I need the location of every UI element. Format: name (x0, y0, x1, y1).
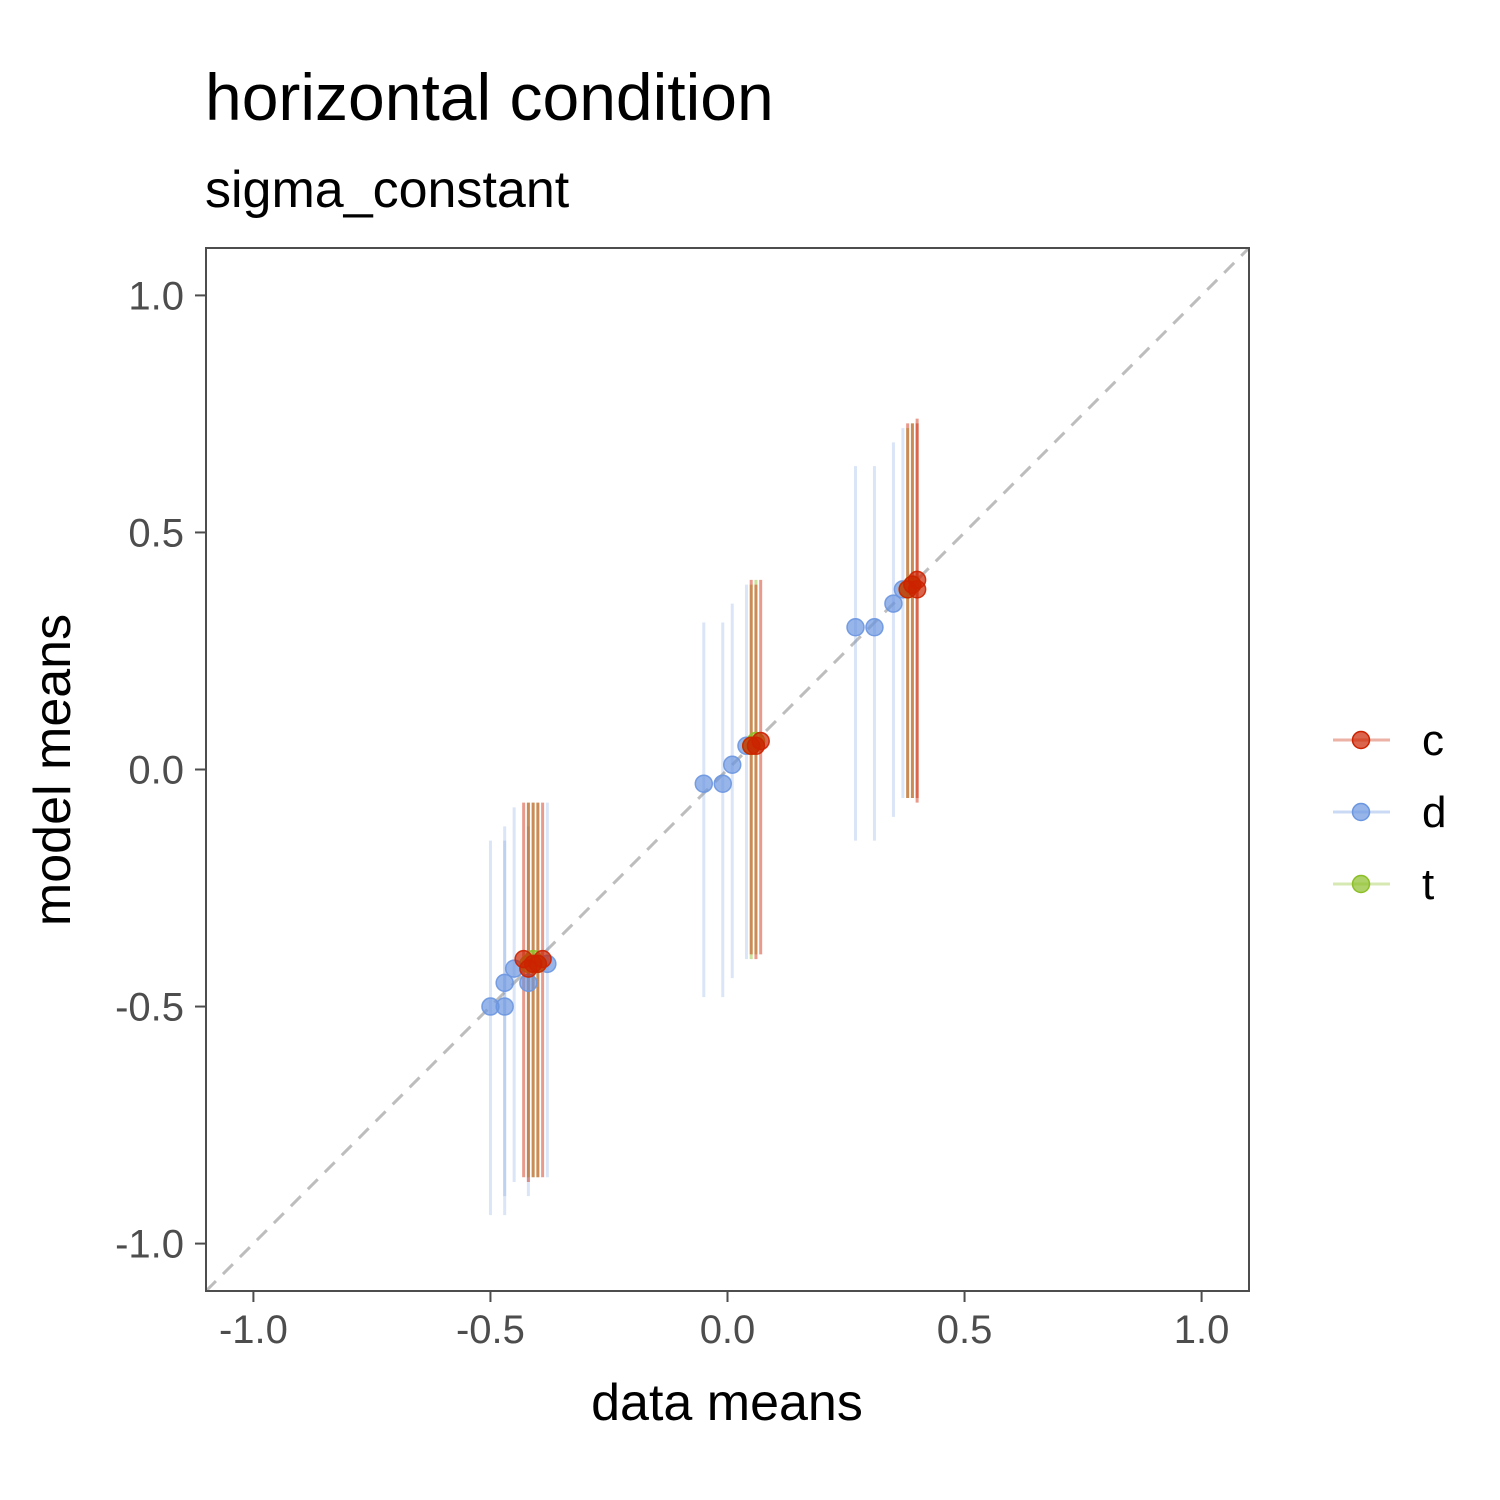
y-tick-label: 0.0 (128, 749, 184, 793)
x-tick-label: 0.5 (937, 1308, 993, 1352)
legend-item-t: t (1333, 860, 1434, 909)
data-point-d (713, 774, 733, 793)
data-point-d (495, 997, 514, 1016)
legend-label: d (1422, 788, 1446, 837)
x-tick-label: -0.5 (456, 1308, 525, 1352)
identity-reference-line (204, 246, 1251, 1293)
x-tick-label: 0.0 (700, 1308, 756, 1352)
y-axis: -1.0 -0.5 0.0 0.5 1.0 (115, 274, 206, 1267)
legend-key-point (1351, 730, 1371, 750)
data-point-d (865, 618, 884, 637)
legend-key-point (1351, 874, 1371, 894)
x-axis-title: data means (591, 1374, 863, 1432)
y-tick-label: -1.0 (115, 1223, 184, 1267)
data-point-d (884, 594, 903, 613)
chart-title: horizontal condition (205, 60, 774, 134)
y-tick-label: -0.5 (115, 986, 184, 1030)
legend-label: t (1422, 860, 1434, 909)
legend: cdt (1333, 716, 1446, 909)
x-tick-label: 1.0 (1174, 1308, 1230, 1352)
data-point-d (495, 973, 514, 993)
legend-key-point (1351, 802, 1371, 822)
data-point-c (751, 731, 770, 751)
data-point-c (533, 949, 552, 969)
plot-area (204, 246, 1251, 1293)
data-point-c (907, 570, 927, 590)
legend-item-d: d (1333, 788, 1446, 837)
data-point-d (694, 774, 714, 793)
y-axis-title: model means (24, 614, 82, 926)
data-point-d (722, 755, 742, 775)
legend-label: c (1422, 716, 1444, 765)
x-axis: -1.0 -0.5 0.0 0.5 1.0 (219, 1291, 1229, 1352)
x-tick-label: -1.0 (219, 1308, 288, 1352)
y-tick-label: 1.0 (128, 274, 184, 318)
legend-item-c: c (1333, 716, 1444, 765)
data-point-d (846, 618, 865, 637)
y-tick-label: 0.5 (128, 511, 184, 555)
chart-subtitle: sigma_constant (205, 161, 570, 219)
